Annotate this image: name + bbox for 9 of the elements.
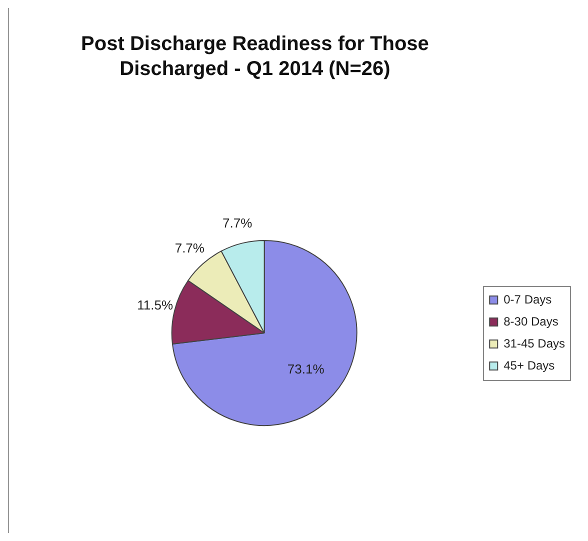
data-label: 11.5%: [137, 298, 174, 313]
legend-label: 8-30 Days: [504, 314, 558, 328]
legend-label: 31-45 Days: [504, 336, 566, 350]
legend-label: 0-7 Days: [504, 292, 552, 306]
data-label: 7.7%: [222, 215, 253, 230]
legend-label: 45+ Days: [504, 358, 555, 372]
data-label: 7.7%: [174, 240, 205, 256]
data-label: 73.1%: [287, 361, 325, 376]
chart-title: Post Discharge Readiness for Those Discharged - Q1 2014 (N=26): [80, 32, 430, 82]
